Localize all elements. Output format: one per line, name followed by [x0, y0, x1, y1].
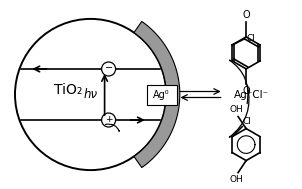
FancyBboxPatch shape — [146, 84, 177, 105]
Text: hν: hν — [84, 88, 98, 101]
Text: Ag⁺Cl⁻: Ag⁺Cl⁻ — [234, 90, 269, 99]
Text: +: + — [105, 115, 112, 124]
Text: OH: OH — [229, 175, 243, 184]
Circle shape — [101, 62, 116, 76]
FancyArrowPatch shape — [230, 85, 249, 137]
Text: TiO₂: TiO₂ — [54, 84, 83, 98]
Text: O: O — [242, 10, 250, 20]
Text: Ag⁰: Ag⁰ — [153, 90, 170, 99]
Text: −: − — [104, 64, 113, 74]
Text: Cl: Cl — [243, 117, 252, 126]
Text: Cl: Cl — [247, 34, 256, 43]
FancyArrowPatch shape — [230, 60, 248, 104]
Polygon shape — [134, 21, 180, 168]
Text: OH: OH — [229, 105, 243, 114]
Text: O: O — [242, 86, 250, 96]
FancyArrowPatch shape — [105, 124, 119, 131]
Circle shape — [101, 113, 116, 127]
